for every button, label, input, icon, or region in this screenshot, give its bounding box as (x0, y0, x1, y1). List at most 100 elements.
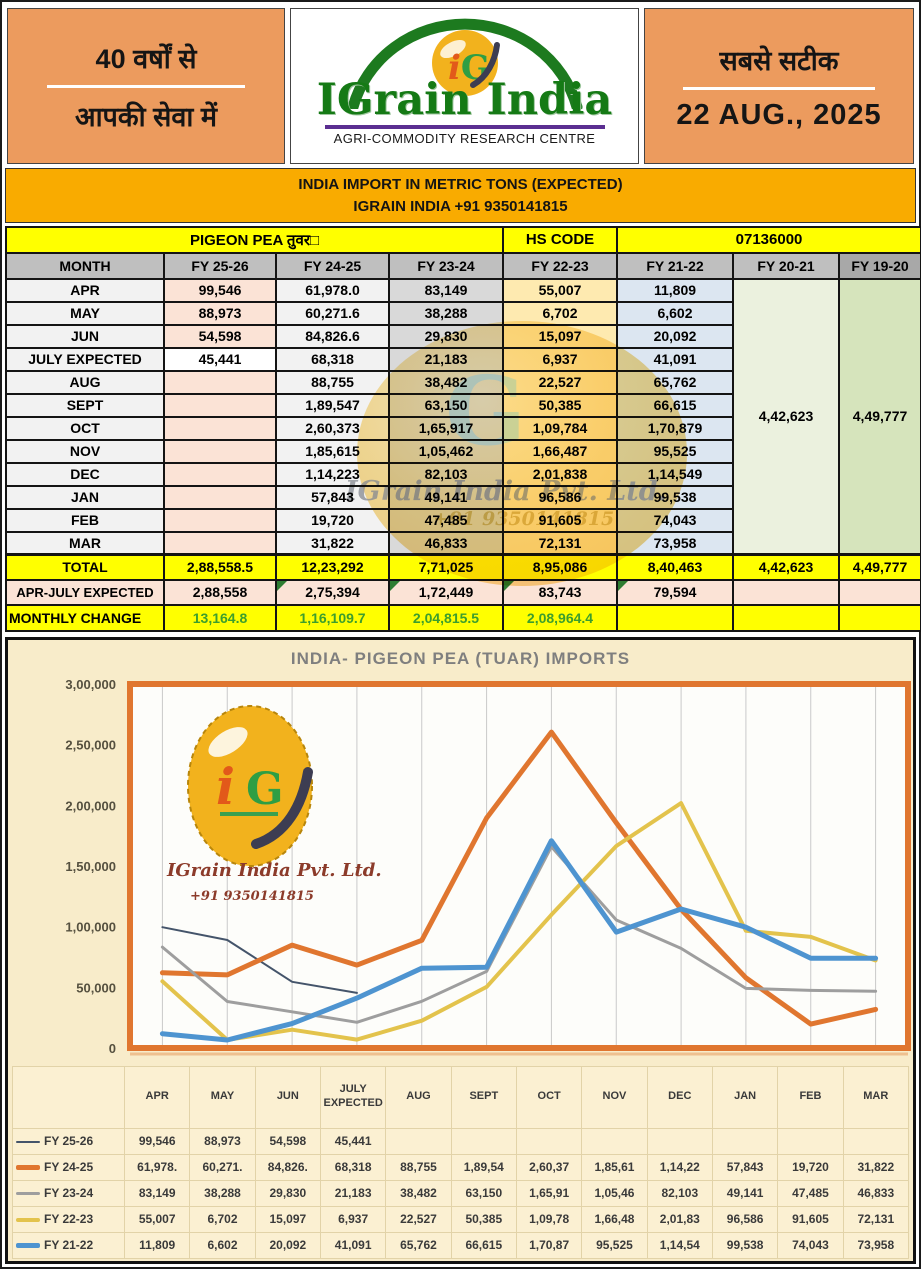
value-cell (732, 603, 840, 632)
brand-subtitle: AGRI-COMMODITY RESEARCH CENTRE (333, 131, 596, 146)
value-cell (732, 578, 840, 606)
series-value-cell: 6,937 (319, 1205, 387, 1233)
annual-total-cell: 4,42,623 (732, 277, 840, 556)
commodity-row: PIGEON PEA तुवर□ HS CODE 07136000 (5, 225, 921, 254)
date-divider (682, 86, 876, 90)
series-value-cell: 88,755 (385, 1153, 452, 1181)
series-legend: FY 21-22 (12, 1231, 125, 1259)
value-cell: 2,88,558 (163, 578, 277, 606)
series-value-cell: 66,615 (450, 1231, 517, 1259)
series-value-cell: 72,131 (842, 1205, 910, 1233)
value-cell: 41,091 (616, 346, 734, 372)
month-label: APR (5, 277, 165, 303)
value-cell: 1,14,549 (616, 461, 734, 487)
banner-contact: IGRAIN INDIA +91 9350141815 (353, 197, 568, 215)
series-swatch-icon (16, 1165, 40, 1171)
value-cell: 4,42,623 (732, 553, 840, 581)
hs-code-label: HS CODE (502, 225, 618, 254)
series-value-cell: 1,09,78 (515, 1205, 583, 1233)
month-row: APR 99,546 61,978.0 83,149 55,007 11,809 4,42,… (5, 277, 921, 556)
banner-title: INDIA IMPORT IN METRIC TONS (EXPECTED) (298, 176, 623, 193)
series-value-cell (711, 1127, 779, 1155)
series-value-cell: 1,89,54 (450, 1153, 517, 1181)
value-cell: 11,809 (616, 277, 734, 303)
value-cell: 15,097 (502, 323, 618, 349)
tagline-line1: 40 वर्षों से (95, 43, 197, 74)
svg-text:+91 9350141815: +91 9350141815 (190, 889, 314, 904)
value-cell: 47,485 (388, 507, 504, 533)
chart-series-row: FY 21-22 11,809 6,602 20,092 41,091 65,762 66,… (12, 1231, 910, 1259)
chart-month-label: AUG (385, 1065, 452, 1129)
value-cell: 55,007 (502, 277, 618, 303)
series-value-cell: 57,843 (711, 1153, 779, 1181)
value-cell: 1,09,784 (502, 415, 618, 441)
aprjul-row: APR-JULY EXPECTED 2,88,558 2,75,394 1,72,44… (5, 578, 921, 606)
value-cell: 49,141 (388, 484, 504, 510)
series-value-cell: 73,958 (842, 1231, 910, 1259)
series-value-cell: 1,70,87 (515, 1231, 583, 1259)
value-cell: 66,615 (616, 392, 734, 418)
series-value-cell: 21,183 (319, 1179, 387, 1207)
total-row: TOTAL 2,88,558.5 12,23,292 7,71,025 8,95,086… (5, 553, 921, 581)
row-label: TOTAL (5, 553, 165, 581)
value-cell: 8,40,463 (616, 553, 734, 581)
value-cell: 54,598 (163, 323, 277, 349)
series-value-cell: 96,586 (711, 1205, 779, 1233)
value-cell: 1,65,917 (388, 415, 504, 441)
month-label: NOV (5, 438, 165, 464)
series-value-cell: 1,66,48 (581, 1205, 648, 1233)
import-table-wrap: PIGEON PEA तुवर□ HS CODE 07136000 MONTH F… (5, 225, 921, 632)
value-cell (163, 530, 277, 556)
svg-text:1,50,000: 1,50,000 (65, 859, 116, 874)
series-value-cell: 20,092 (254, 1231, 321, 1259)
series-swatch-icon (16, 1243, 40, 1249)
value-cell: 2,01,838 (502, 461, 618, 487)
series-value-cell: 91,605 (777, 1205, 844, 1233)
series-value-cell: 2,01,83 (646, 1205, 713, 1233)
series-value-cell: 99,546 (123, 1127, 191, 1155)
chart-month-label: JUN (254, 1065, 321, 1129)
value-cell: 99,546 (163, 277, 277, 303)
report-banner: INDIA IMPORT IN METRIC TONS (EXPECTED) I… (5, 168, 916, 223)
column-header: MONTH (5, 251, 165, 280)
value-cell (163, 438, 277, 464)
column-header: FY 25-26 (163, 251, 277, 280)
month-label: AUG (5, 369, 165, 395)
value-cell (616, 603, 734, 632)
chart-month-label: FEB (777, 1065, 844, 1129)
value-cell: 4,49,777 (837, 553, 921, 581)
month-label: DEC (5, 461, 165, 487)
series-value-cell: 99,538 (711, 1231, 779, 1259)
series-value-cell: 6,602 (189, 1231, 256, 1259)
series-value-cell (646, 1127, 713, 1155)
series-legend: FY 22-23 (12, 1205, 125, 1233)
value-cell: 1,70,879 (616, 415, 734, 441)
column-header-row: MONTH FY 25-26 FY 24-25 FY 23-24 FY 22-23 FY … (5, 251, 921, 280)
series-value-cell: 54,598 (254, 1127, 321, 1155)
month-label: JULY EXPECTED (5, 346, 165, 372)
series-swatch-icon (16, 1192, 40, 1196)
value-cell: 88,973 (163, 300, 277, 326)
brand-rule (324, 125, 605, 129)
series-value-cell: 45,441 (319, 1127, 387, 1155)
value-cell: 2,60,373 (275, 415, 390, 441)
header-right-date: सबसे सटीक 22 AUG., 2025 (644, 8, 914, 164)
value-cell: 95,525 (616, 438, 734, 464)
value-cell: 22,527 (502, 369, 618, 395)
value-cell: 72,131 (502, 530, 618, 556)
svg-text:G: G (246, 764, 284, 815)
value-cell: 65,762 (616, 369, 734, 395)
series-value-cell (515, 1127, 583, 1155)
series-value-cell: 50,385 (450, 1205, 517, 1233)
svg-text:3,00,000: 3,00,000 (65, 677, 116, 692)
brand-name: IGrain India (316, 75, 613, 125)
series-value-cell (385, 1127, 452, 1155)
value-cell: 6,602 (616, 300, 734, 326)
header: 40 वर्षों से आपकी सेवा में iG IGrain Ind… (2, 2, 919, 168)
value-cell: 79,594 (616, 578, 734, 606)
column-header: FY 23-24 (388, 251, 504, 280)
series-value-cell: 19,720 (777, 1153, 844, 1181)
value-cell: 2,08,964.4 (502, 603, 618, 632)
month-label: MAY (5, 300, 165, 326)
